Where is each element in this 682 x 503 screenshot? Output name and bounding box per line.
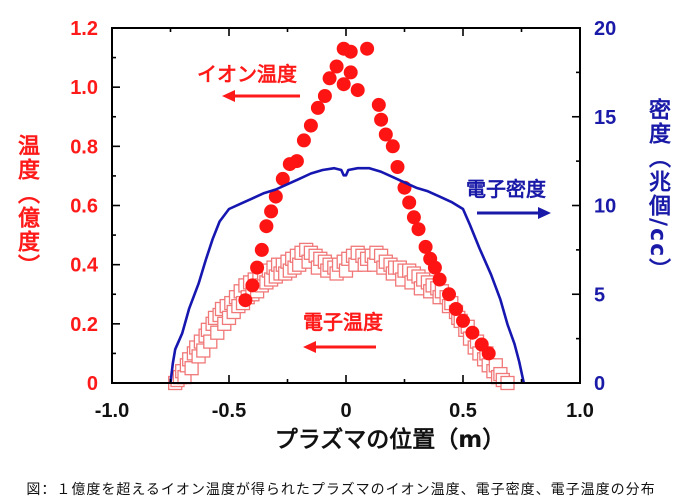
x-tick-label: -0.5	[212, 400, 246, 422]
ion-temperature-label: イオン温度	[197, 62, 298, 86]
ion-temperature-point	[385, 139, 400, 154]
arrow-right-icon	[538, 207, 551, 219]
y-tick-label-right: 15	[594, 107, 616, 129]
y-axis-title-left: 温度（億度）	[14, 134, 39, 278]
ion-temperature-point	[310, 100, 325, 115]
figure-caption: 図：１億度を超えるイオン温度が得られたプラズマのイオン温度、電子密度、電子温度の…	[26, 482, 656, 498]
electron-temperature-annotation: 電子温度	[303, 310, 384, 353]
ion-temperature-point	[303, 118, 318, 133]
ion-temperature-annotation: イオン温度	[197, 62, 300, 102]
y-tick-label-left: 0	[87, 373, 98, 395]
y-tick-label-left: 0.2	[70, 314, 98, 336]
ion-temperature-point	[259, 219, 274, 234]
y-tick-label-left: 1.2	[70, 18, 98, 40]
ion-temperature-point	[343, 44, 358, 59]
arrow-left-icon	[303, 341, 316, 353]
ion-temperature-point	[390, 160, 405, 174]
ion-temperature-point	[371, 97, 386, 112]
ion-temperature-point	[245, 278, 260, 293]
ion-temperature-point	[254, 242, 269, 257]
ion-temperature-point	[350, 83, 365, 98]
ion-temperature-point	[427, 260, 442, 275]
ion-temperature-point	[343, 65, 358, 80]
electron-density-line	[169, 166, 526, 384]
y-axis-title-right: 密度（兆個/cc）	[645, 98, 670, 283]
electron-temperature-point	[184, 361, 199, 376]
ion-temperature-point	[289, 154, 304, 169]
y-tick-label-left: 0.8	[70, 136, 98, 158]
ion-temperature-point	[481, 346, 496, 361]
ion-temperature-point	[456, 313, 470, 328]
electron-density-series	[169, 166, 526, 384]
x-tick-label: 0.5	[449, 400, 477, 422]
ion-temperature-point	[238, 293, 253, 308]
ion-temperature-point	[250, 260, 265, 275]
ion-temperature-point	[268, 189, 283, 204]
y-tick-label-right: 0	[594, 373, 605, 395]
arrow-left-icon	[222, 90, 235, 102]
y-tick-label-left: 0.6	[70, 196, 98, 218]
ion-temperature-point	[275, 171, 290, 186]
x-tick-label: -1.0	[95, 400, 129, 422]
ion-temperature-point	[418, 239, 433, 254]
y-tick-label-left: 0.4	[70, 255, 99, 277]
ion-temperature-point	[465, 325, 480, 340]
y-tick-label-right: 10	[594, 196, 616, 218]
ion-temperature-point	[336, 77, 351, 92]
ion-temperature-point	[442, 287, 456, 302]
ion-temperature-series	[238, 41, 496, 361]
x-tick-label: 0	[340, 400, 351, 422]
ion-temperature-point	[296, 133, 311, 148]
ion-temperature-point	[432, 272, 447, 287]
x-axis-title: プラズマの位置（m）	[274, 427, 506, 453]
ion-temperature-point	[317, 89, 332, 103]
ion-temperature-point	[360, 41, 375, 56]
plot-area	[168, 41, 526, 391]
ion-temperature-point	[402, 195, 417, 210]
ion-temperature-point	[374, 112, 389, 127]
y-tick-label-left: 1.0	[70, 77, 98, 99]
ion-temperature-point	[406, 210, 421, 225]
ion-temperature-point	[449, 302, 463, 316]
y-tick-label-right: 20	[594, 18, 616, 40]
electron-density-annotation: 電子密度	[466, 177, 551, 219]
tick-labels: -1.0 -0.5 0 0.5 1.000.20.40.60.81.01.2051015…	[70, 18, 616, 422]
ion-temperature-point	[378, 127, 393, 142]
axes	[111, 27, 581, 384]
ion-temperature-point	[329, 59, 344, 74]
ion-temperature-point	[264, 204, 279, 219]
ion-temperature-point	[322, 71, 337, 86]
electron-density-label: 電子密度	[466, 177, 547, 201]
chart-svg: -1.0 -0.5 0 0.5 1.000.20.40.60.81.01.2051015…	[70, 18, 616, 422]
electron-temperature-label: 電子温度	[303, 310, 384, 334]
x-tick-label: 1.0	[566, 400, 594, 422]
ion-temperature-point	[411, 222, 426, 237]
y-tick-label-right: 5	[594, 284, 605, 306]
